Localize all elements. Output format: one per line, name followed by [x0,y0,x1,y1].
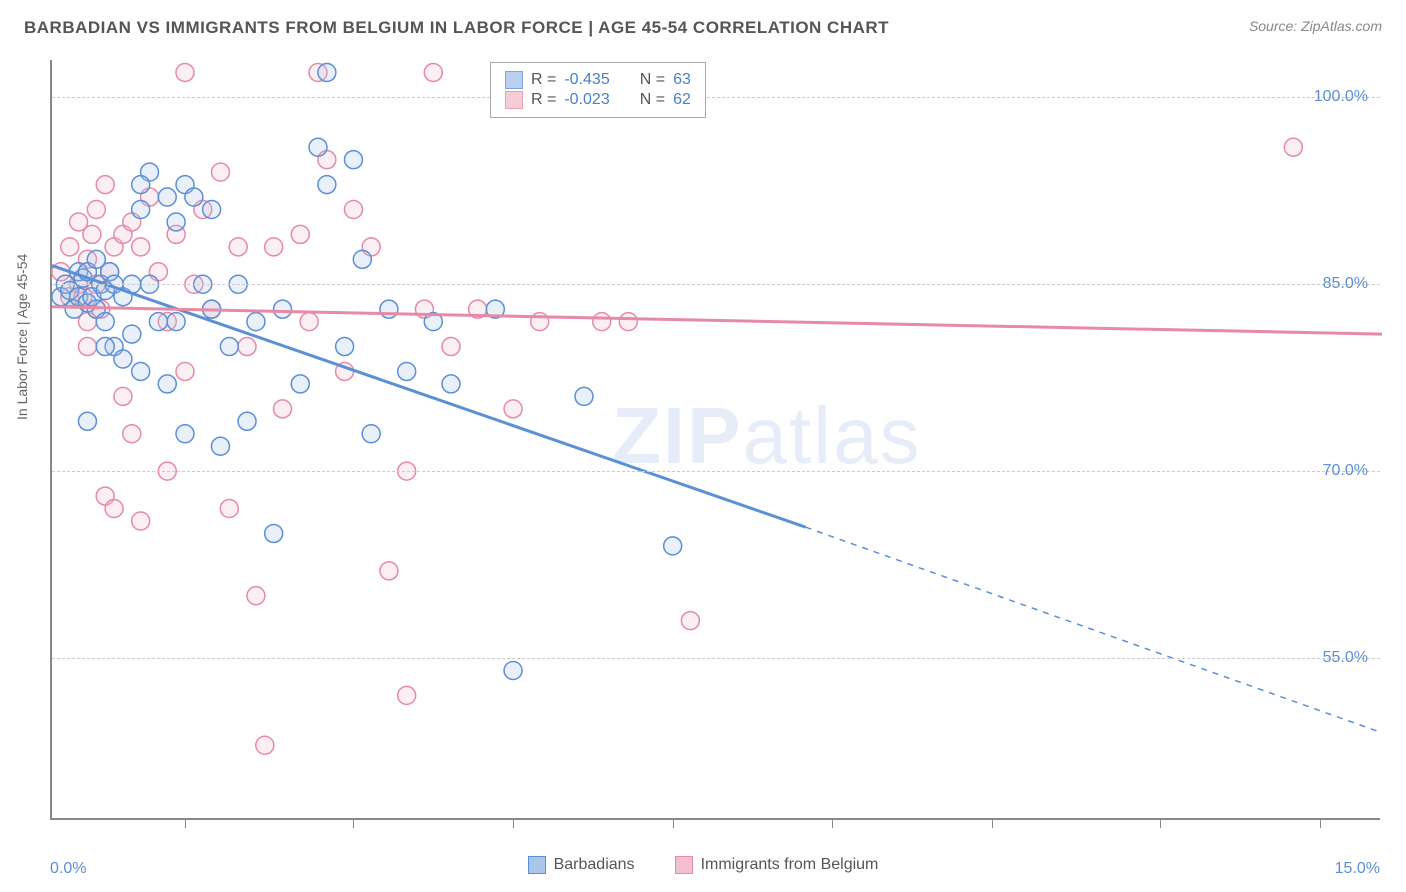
x-tick [1320,818,1321,828]
stats-row: R = -0.435 N = 63 [505,71,691,89]
gridline [52,471,1380,472]
plot-area: ZIPatlas 55.0%70.0%85.0%100.0% [50,60,1380,820]
x-tick [992,818,993,828]
x-tick-label: 0.0% [50,860,86,878]
n-label: N = [640,91,665,109]
n-label: N = [640,71,665,89]
y-tick-label: 55.0% [1323,649,1368,667]
legend-item-belgium: Immigrants from Belgium [675,856,879,874]
r-label: R = [531,71,556,89]
gridline [52,97,1380,98]
n-value: 62 [673,91,691,109]
gridline [52,658,1380,659]
x-tick [832,818,833,828]
x-tick [353,818,354,828]
legend-item-barbadians: Barbadians [528,856,635,874]
y-tick-label: 70.0% [1323,462,1368,480]
chart-svg [52,60,1380,818]
x-tick [673,818,674,828]
swatch-icon [528,856,546,874]
chart-title: BARBADIAN VS IMMIGRANTS FROM BELGIUM IN … [24,18,889,38]
bottom-legend: Barbadians Immigrants from Belgium [0,856,1406,874]
swatch-icon [505,71,523,89]
r-value: -0.023 [564,91,609,109]
n-value: 63 [673,71,691,89]
gridline [52,284,1380,285]
y-axis-label: In Labor Force | Age 45-54 [14,254,30,420]
x-tick [513,818,514,828]
r-value: -0.435 [564,71,609,89]
x-tick-label: 15.0% [1335,860,1380,878]
source-label: Source: ZipAtlas.com [1249,18,1382,34]
swatch-icon [675,856,693,874]
r-label: R = [531,91,556,109]
legend-label: Barbadians [554,856,635,874]
x-tick [1160,818,1161,828]
legend-label: Immigrants from Belgium [701,856,879,874]
x-tick [185,818,186,828]
y-tick-label: 85.0% [1323,275,1368,293]
swatch-icon [505,91,523,109]
stats-legend: R = -0.435 N = 63 R = -0.023 N = 62 [490,62,706,118]
y-tick-label: 100.0% [1314,88,1368,106]
stats-row: R = -0.023 N = 62 [505,91,691,109]
